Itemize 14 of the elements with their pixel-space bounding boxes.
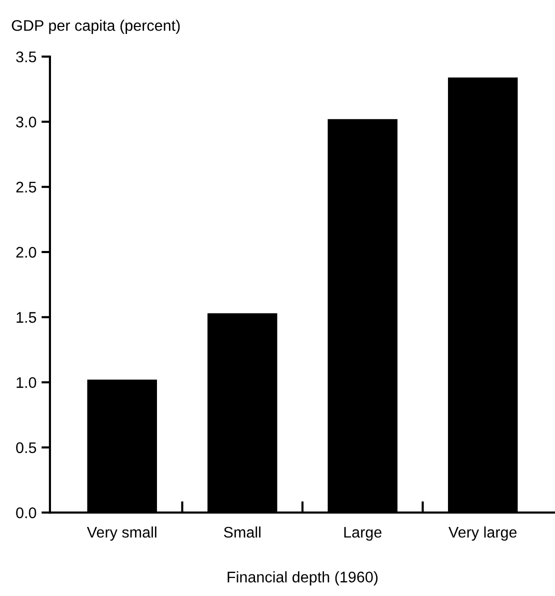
x-tick-label: Very small (86, 526, 156, 541)
y-tick-label: 3.5 (16, 51, 36, 62)
y-axis-title: GDP per capita (percent) (12, 20, 180, 34)
y-tick-label: 1.5 (16, 312, 36, 323)
y-tick-label: 3.0 (16, 116, 36, 128)
y-tick-label: 0.0 (16, 507, 36, 518)
x-tick-label: Small (224, 526, 260, 538)
x-tick-label: Large (344, 527, 382, 541)
y-tick-label: 0.5 (16, 442, 36, 454)
y-tick-label: 1.0 (16, 377, 36, 388)
y-tick-label: 2.5 (16, 182, 36, 193)
x-tick-label: Very large (448, 526, 517, 541)
y-tick-label: 2.0 (16, 246, 36, 258)
x-axis-title: Financial depth (1960) (228, 571, 378, 586)
